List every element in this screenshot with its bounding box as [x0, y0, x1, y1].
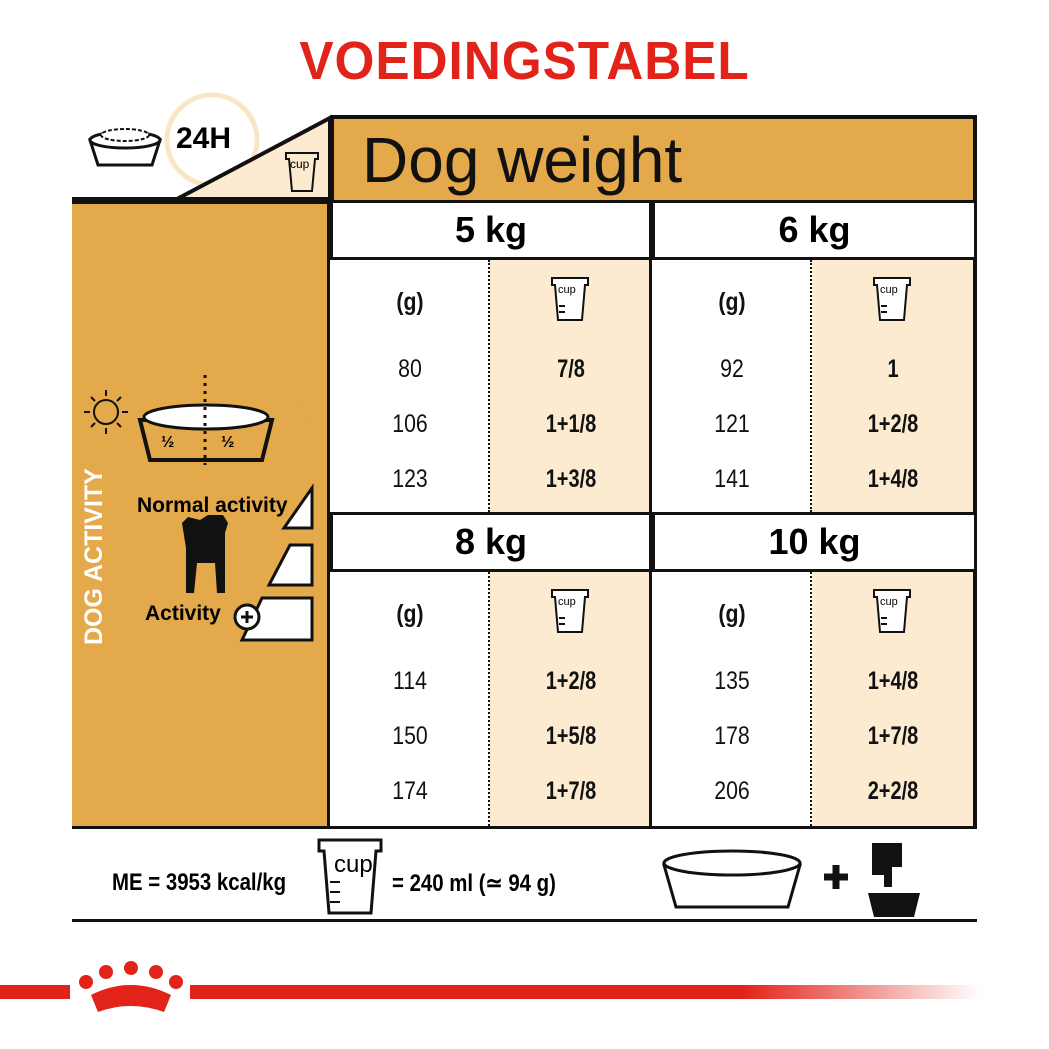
cup-icon	[550, 588, 590, 634]
page-title: VOEDINGSTABEL	[299, 31, 750, 91]
cup-value: 1+2/8	[545, 667, 597, 695]
activity-level-1	[281, 483, 314, 530]
cup-value: 1+5/8	[545, 722, 597, 750]
grams-value: 135	[714, 667, 750, 695]
weight-header: 8 kg	[330, 512, 652, 572]
grams-header: (g)	[396, 600, 424, 628]
cup-value: 1	[887, 355, 899, 383]
grams-value: 150	[392, 722, 428, 750]
cup-header: cup	[558, 284, 576, 296]
cup-header: cup	[880, 596, 898, 608]
grams-value: 80	[398, 355, 422, 383]
royal-canin-crown-logo	[79, 961, 183, 1012]
grams-value: 178	[714, 722, 750, 750]
brand-line-right	[190, 985, 980, 999]
grams-value: 92	[720, 355, 744, 383]
cup-value: 2+2/8	[867, 777, 919, 805]
cup-equivalent: = 240 ml (≃ 94 g)	[392, 870, 556, 897]
grams-value: 206	[714, 777, 750, 805]
cup-value: 1+1/8	[545, 410, 597, 438]
cup-header: cup	[880, 284, 898, 296]
cup-value: 1+7/8	[545, 777, 597, 805]
water-tap-icon	[868, 843, 920, 917]
activity-label: Activity	[145, 602, 221, 625]
plus-icon	[824, 865, 848, 889]
cup-icon	[550, 276, 590, 322]
weight-header: 6 kg	[652, 200, 977, 260]
grams-column	[330, 260, 490, 512]
cup-icon	[872, 588, 912, 634]
weight-header: 5 kg	[330, 200, 652, 260]
cup-icon	[285, 152, 319, 192]
cup-value: 1+7/8	[867, 722, 919, 750]
sun-icon	[84, 390, 128, 434]
cup-header: cup	[558, 596, 576, 608]
grams-value: 141	[714, 465, 750, 493]
dog-activity-panel	[72, 200, 330, 826]
weight-header: 10 kg	[652, 512, 977, 572]
cup-value: 1+4/8	[867, 667, 919, 695]
cup-label: cup	[290, 157, 310, 171]
grams-column	[330, 572, 490, 826]
cup-icon	[872, 276, 912, 322]
me-value: ME = 3953 kcal/kg	[112, 869, 287, 896]
grams-value: 123	[392, 465, 428, 493]
grams-header: (g)	[718, 600, 746, 628]
grams-value: 121	[714, 410, 750, 438]
moon-icon	[296, 393, 315, 422]
24h-label: 24H	[176, 122, 232, 155]
footer-bar: ME = 3953 kcal/kg cup = 240 ml (≃ 94 g)	[72, 826, 977, 922]
dog-weight-header: Dog weight	[330, 115, 977, 200]
grams-header: (g)	[396, 288, 424, 316]
food-bowl-icon	[137, 375, 275, 465]
food-bowl-icon	[662, 849, 802, 909]
cup-value: 7/8	[557, 355, 585, 383]
half-left: ½	[161, 434, 175, 451]
grams-value: 174	[392, 777, 428, 805]
grams-value: 114	[393, 667, 427, 695]
cup-value: 1+4/8	[867, 465, 919, 493]
dog-activity-label: DOG ACTIVITY	[80, 468, 108, 645]
grams-header: (g)	[718, 288, 746, 316]
food-and-water-icons	[662, 843, 920, 917]
header-corner	[72, 92, 332, 201]
dog-weight-title: Dog weight	[362, 124, 683, 196]
cup-value: 1+3/8	[545, 465, 597, 493]
cup-value: 1+2/8	[867, 410, 919, 438]
cup-icon	[317, 838, 383, 915]
cup-label: cup	[334, 851, 373, 878]
food-bowl-icon	[87, 128, 163, 167]
grams-column	[652, 260, 812, 512]
half-right: ½	[221, 434, 235, 451]
normal-activity-label: Normal activity	[137, 494, 288, 517]
dog-icon	[182, 515, 228, 593]
activity-illustration	[84, 375, 315, 642]
grams-value: 106	[392, 410, 428, 438]
grams-column	[652, 572, 812, 826]
brand-line-left	[0, 985, 70, 999]
activity-level-2	[266, 543, 314, 587]
